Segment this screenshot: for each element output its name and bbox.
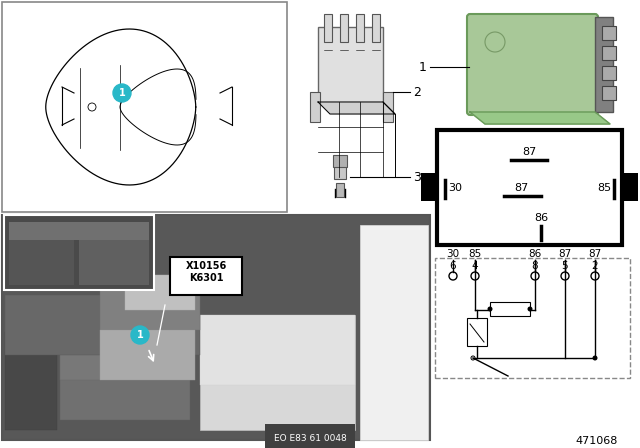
Bar bbox=[467, 318, 487, 346]
Bar bbox=[435, 258, 630, 378]
Bar bbox=[79, 240, 149, 285]
Bar bbox=[2, 215, 430, 440]
Text: K6301: K6301 bbox=[189, 273, 223, 283]
Bar bbox=[602, 26, 616, 40]
Polygon shape bbox=[318, 102, 395, 114]
Text: 471068: 471068 bbox=[575, 436, 618, 446]
Bar bbox=[490, 302, 530, 316]
Bar bbox=[318, 27, 383, 102]
Bar bbox=[60, 325, 190, 420]
Text: 87: 87 bbox=[514, 183, 528, 193]
Bar bbox=[125, 275, 195, 310]
Circle shape bbox=[131, 326, 149, 344]
Bar bbox=[360, 225, 428, 440]
Bar bbox=[324, 14, 332, 42]
Text: 86: 86 bbox=[534, 213, 548, 223]
Bar bbox=[336, 183, 344, 197]
Text: 86: 86 bbox=[529, 249, 541, 259]
Bar bbox=[595, 17, 613, 112]
Text: 30: 30 bbox=[447, 249, 460, 259]
Bar bbox=[310, 92, 320, 122]
Text: 2: 2 bbox=[592, 261, 598, 271]
Circle shape bbox=[488, 306, 493, 311]
Bar bbox=[100, 285, 200, 330]
Bar bbox=[60, 325, 190, 380]
Text: 87: 87 bbox=[522, 147, 536, 157]
Bar bbox=[602, 46, 616, 60]
Bar bbox=[100, 330, 195, 380]
Polygon shape bbox=[470, 112, 610, 124]
Text: 30: 30 bbox=[448, 183, 462, 193]
Bar bbox=[200, 315, 355, 430]
Text: 3: 3 bbox=[413, 171, 421, 184]
Bar bbox=[200, 315, 355, 385]
Bar bbox=[372, 14, 380, 42]
Bar bbox=[437, 130, 622, 245]
Text: X10156: X10156 bbox=[186, 261, 227, 271]
Text: 2: 2 bbox=[413, 86, 421, 99]
Bar bbox=[333, 155, 347, 167]
FancyBboxPatch shape bbox=[467, 14, 598, 115]
Circle shape bbox=[593, 356, 598, 361]
Bar bbox=[5, 332, 57, 430]
Text: 5: 5 bbox=[562, 261, 568, 271]
Text: 87: 87 bbox=[558, 249, 572, 259]
Text: 1: 1 bbox=[136, 330, 143, 340]
Text: EO E83 61 0048: EO E83 61 0048 bbox=[274, 434, 346, 443]
Bar bbox=[170, 257, 242, 295]
Bar bbox=[602, 66, 616, 80]
Bar bbox=[2, 2, 287, 212]
Text: 4: 4 bbox=[472, 261, 478, 271]
Bar bbox=[9, 222, 149, 240]
Text: 1: 1 bbox=[118, 88, 125, 98]
Bar bbox=[421, 173, 437, 201]
Bar bbox=[602, 86, 616, 100]
Bar bbox=[340, 14, 348, 42]
Bar bbox=[9, 240, 74, 285]
Bar bbox=[356, 14, 364, 42]
Bar bbox=[4, 215, 154, 290]
Bar bbox=[5, 295, 200, 355]
Text: 8: 8 bbox=[532, 261, 538, 271]
Text: 6: 6 bbox=[450, 261, 456, 271]
Circle shape bbox=[113, 84, 131, 102]
Circle shape bbox=[527, 306, 532, 311]
Bar bbox=[334, 159, 346, 179]
Text: 85: 85 bbox=[597, 183, 611, 193]
Bar bbox=[383, 92, 393, 122]
Text: 1: 1 bbox=[419, 60, 427, 73]
Text: 87: 87 bbox=[588, 249, 602, 259]
Bar bbox=[622, 173, 638, 201]
Text: 85: 85 bbox=[468, 249, 482, 259]
